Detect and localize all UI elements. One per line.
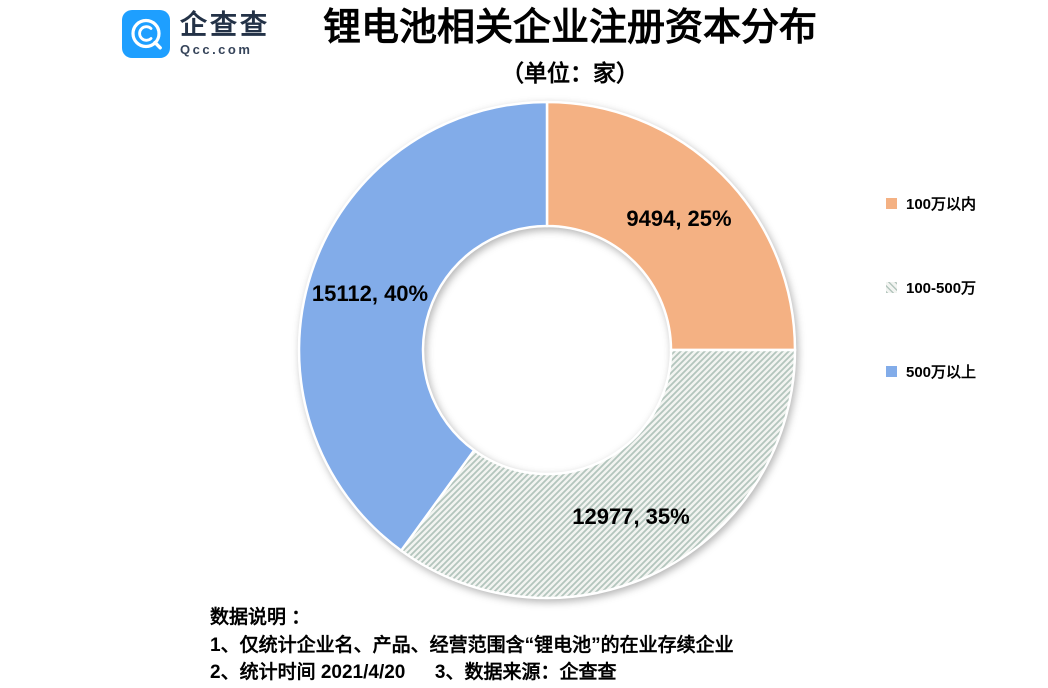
slice-label-3: 15112, 40% — [312, 281, 428, 306]
legend-label: 100万以内 — [906, 196, 977, 213]
title-block: 锂电池相关企业注册资本分布 （单位：家） — [240, 6, 900, 88]
notes-line-1: 1、仅统计企业名、产品、经营范围含“锂电池”的在业存续企业 — [210, 634, 734, 656]
legend-item-100-500w: 100-500万 — [886, 278, 976, 297]
qcc-logo-icon — [122, 10, 170, 58]
legend-item-under-100w: 100万以内 — [886, 194, 976, 213]
notes-heading: 数据说明 ： — [210, 607, 311, 628]
data-notes: 数据说明 ： 1、仅统计企业名、产品、经营范围含“锂电池”的在业存续企业 2、统… — [210, 604, 734, 687]
pie-slice-labels: 9494, 25% 12977, 35% 15112, 40% — [312, 206, 732, 529]
legend-item-over-500w: 500万以上 — [886, 362, 976, 381]
logo-domain: Qcc.com — [180, 42, 253, 57]
legend-label: 100-500万 — [906, 280, 977, 297]
legend-swatch-under-100w — [886, 198, 897, 209]
pie-slice-2 — [399, 348, 797, 600]
legend-swatch-100-500w — [886, 282, 897, 293]
chart-legend: 100万以内 100-500万 500万以上 — [886, 194, 976, 446]
pie-slice-3 — [297, 100, 549, 553]
notes-line-2: 2、统计时间 2021/4/20 3、数据来源：企查查 — [210, 662, 617, 683]
logo-text: 企查查 Qcc.com — [180, 10, 270, 57]
legend-label: 500万以上 — [906, 364, 977, 381]
slice-label-1: 9494, 25% — [626, 206, 731, 231]
pie-slice-1 — [545, 100, 797, 352]
logo-company-name: 企查查 — [180, 10, 270, 40]
qcc-logo: 企查查 Qcc.com — [122, 10, 270, 58]
chart-unit-subtitle: （单位：家） — [501, 60, 639, 86]
slice-label-2: 12977, 35% — [572, 504, 689, 529]
legend-swatch-over-500w — [886, 366, 897, 377]
magnifier-q-icon — [131, 18, 162, 50]
page-title: 锂电池相关企业注册资本分布 — [322, 7, 817, 49]
pie-slices — [297, 100, 797, 600]
